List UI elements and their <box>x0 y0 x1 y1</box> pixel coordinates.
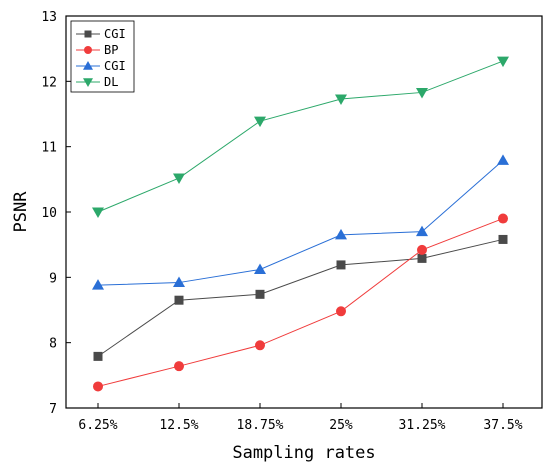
legend-swatch-marker <box>84 46 92 54</box>
legend-item: DL <box>76 75 118 89</box>
legend-swatch-marker <box>83 61 93 70</box>
legend-item: BP <box>76 43 118 57</box>
y-tick-label: 9 <box>49 271 57 286</box>
y-tick-label: 8 <box>49 337 57 352</box>
data-point <box>335 228 347 240</box>
y-axis: 7 8 9 10 11 12 13 <box>41 10 71 417</box>
data-point <box>254 263 266 274</box>
legend-label: BP <box>104 43 118 57</box>
x-tick-label: 6.25% <box>78 418 117 433</box>
legend-label: DL <box>104 75 118 89</box>
legend-item: CGI <box>76 59 126 73</box>
y-tick-label: 11 <box>41 141 57 156</box>
legend-item: CGI <box>76 27 126 41</box>
data-point <box>336 260 346 270</box>
data-point <box>497 154 509 165</box>
data-point <box>416 87 428 99</box>
data-point <box>92 207 104 218</box>
series-0 <box>93 234 508 361</box>
data-point <box>417 253 427 263</box>
data-point <box>498 213 508 224</box>
data-point <box>174 295 184 305</box>
series-line <box>97 60 504 213</box>
series-layer <box>92 56 509 392</box>
x-tick-label: 37.5% <box>483 418 522 433</box>
x-tick-label: 31.25% <box>399 418 446 433</box>
data-point <box>173 173 185 185</box>
y-tick-label: 10 <box>41 206 57 221</box>
data-point <box>92 279 104 290</box>
series-3 <box>92 56 509 218</box>
x-axis-title: Sampling rates <box>232 443 375 463</box>
series-line <box>97 160 504 286</box>
series-1 <box>93 213 508 392</box>
data-point <box>336 306 346 317</box>
legend-label: CGI <box>104 27 126 41</box>
data-point <box>416 225 428 237</box>
y-tick-label: 12 <box>41 75 57 90</box>
y-tick-label: 7 <box>49 402 57 417</box>
y-tick-label: 13 <box>41 10 57 25</box>
y-axis-title: PSNR <box>11 191 31 233</box>
x-tick-label: 25% <box>329 418 353 433</box>
data-point <box>173 276 185 288</box>
data-point <box>497 56 509 68</box>
legend-swatch-marker <box>83 78 93 87</box>
plot-frame <box>65 15 543 409</box>
data-point <box>174 361 184 372</box>
x-axis: 6.25% 12.5% 18.75% 25% 31.25% 37.5% <box>78 403 523 433</box>
data-point <box>254 116 266 128</box>
x-tick-label: 18.75% <box>237 418 284 433</box>
series-2 <box>92 154 509 290</box>
data-point <box>255 340 265 351</box>
data-point <box>498 234 508 244</box>
series-line <box>97 218 504 387</box>
data-point <box>335 94 347 105</box>
legend-label: CGI <box>104 59 126 73</box>
legend-box <box>70 20 135 93</box>
legend-swatch-marker <box>84 30 92 38</box>
data-point <box>93 381 103 392</box>
data-point <box>93 351 103 361</box>
data-point <box>417 244 427 255</box>
legend: CGI BP CGI DL <box>70 20 135 93</box>
series-line <box>97 238 504 357</box>
x-tick-label: 12.5% <box>159 418 198 433</box>
data-point <box>255 289 265 299</box>
